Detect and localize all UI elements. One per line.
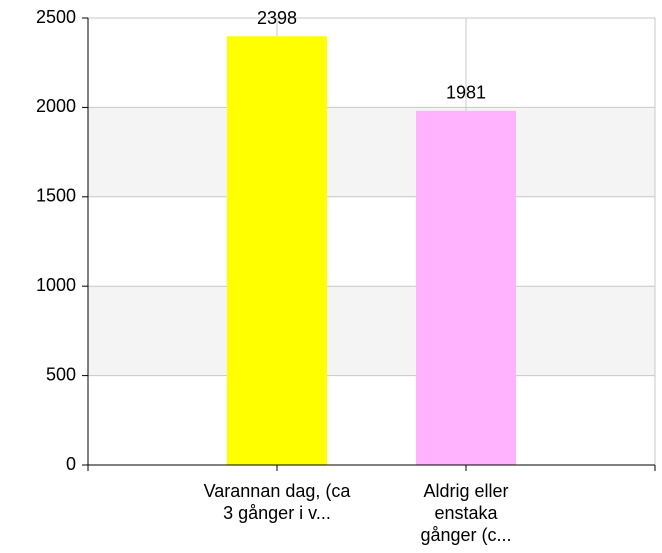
y-tick-label: 500	[46, 364, 76, 384]
x-tick-label: 3 gånger i v...	[223, 503, 331, 523]
grid-band	[88, 107, 655, 197]
bar	[227, 36, 327, 465]
y-tick-label: 2500	[36, 7, 76, 27]
x-tick-label: Aldrig eller	[423, 481, 508, 501]
y-tick-label: 1500	[36, 186, 76, 206]
x-tick-label: gånger (c...	[420, 525, 511, 545]
grid-band	[88, 286, 655, 376]
value-label: 1981	[446, 83, 486, 103]
value-label: 2398	[257, 8, 297, 28]
y-tick-label: 1000	[36, 275, 76, 295]
bar	[416, 110, 516, 465]
y-tick-label: 0	[66, 454, 76, 474]
x-tick-label: enstaka	[434, 503, 498, 523]
x-tick-label: Varannan dag, (ca	[204, 481, 352, 501]
y-tick-label: 2000	[36, 96, 76, 116]
